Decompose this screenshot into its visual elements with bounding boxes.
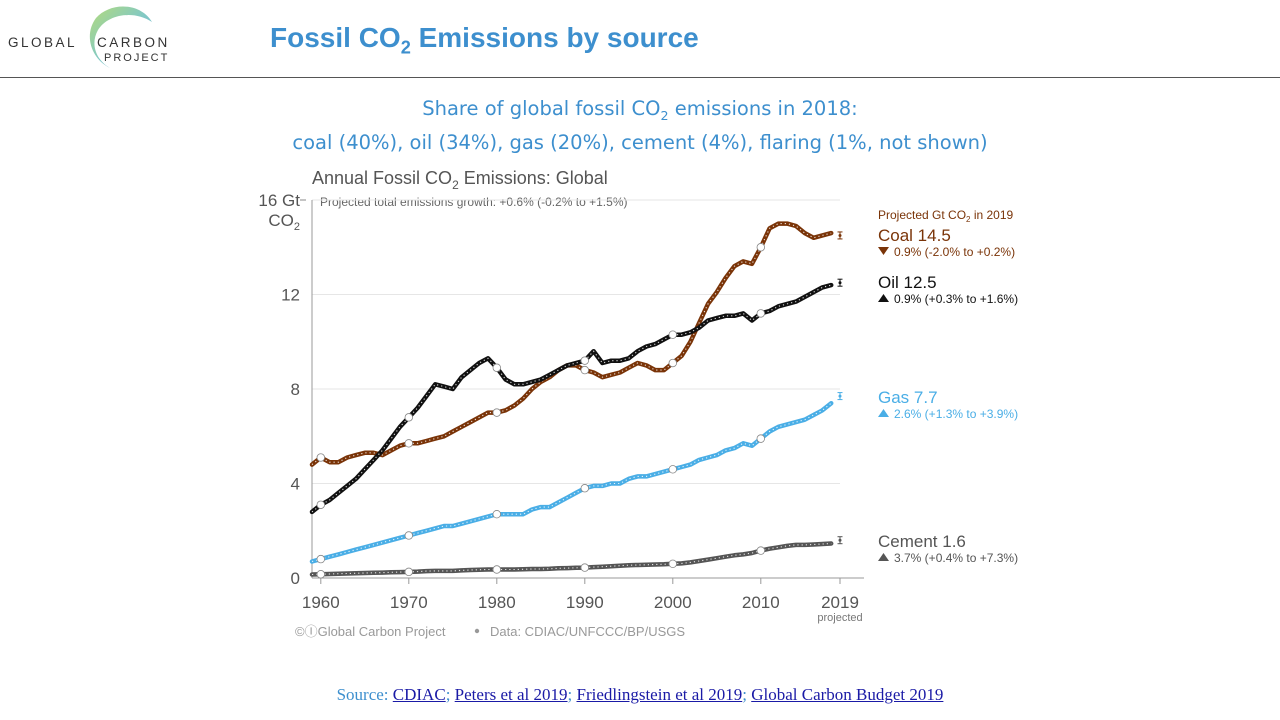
gas-legend-change: 2.6% (+1.3% to +3.9%) bbox=[894, 407, 1018, 421]
y-tick-label: 8 bbox=[291, 380, 300, 399]
coal-data-point bbox=[404, 439, 413, 448]
oil-data-point bbox=[580, 356, 589, 365]
logo-carbon-text: CARBON bbox=[97, 35, 170, 50]
slide-title: Fossil CO2 Emissions by source bbox=[270, 22, 699, 58]
cement-data-point bbox=[756, 546, 765, 555]
chart-legend: Projected Gt CO2 in 2019 Coal 14.50.9% (-… bbox=[878, 208, 1018, 565]
subtitle-line-2: coal (40%), oil (34%), gas (20%), cement… bbox=[292, 130, 988, 154]
logo-project-text: PROJECT bbox=[104, 52, 169, 64]
oil-projection-point bbox=[838, 281, 842, 285]
coal-data-point bbox=[668, 358, 677, 368]
coal-data-point bbox=[580, 365, 589, 375]
y-tick-label: 12 bbox=[281, 286, 300, 305]
chart-axes: 0 4 8 12 1960 1970 1980 1990 2000 2010 2019project… bbox=[281, 199, 864, 624]
oil-series-line bbox=[309, 282, 834, 515]
cement-series-line bbox=[309, 541, 834, 577]
oil-data-point bbox=[404, 413, 413, 422]
oil-data-point bbox=[492, 363, 501, 372]
oil-legend-name: Oil 12.5 bbox=[878, 273, 937, 292]
oil-data-point bbox=[756, 309, 765, 318]
y-tick-label: 4 bbox=[291, 475, 300, 494]
gas-series-line bbox=[309, 400, 834, 564]
y-axis-label-line-2: CO2 bbox=[268, 211, 300, 233]
source-link-gcb[interactable]: Global Carbon Budget 2019 bbox=[751, 685, 944, 704]
gas-data-point bbox=[756, 434, 765, 443]
cement-data-point bbox=[668, 559, 677, 569]
gas-data-point bbox=[316, 554, 325, 564]
gas-legend-name: Gas 7.7 bbox=[878, 388, 938, 407]
coal-data-point bbox=[492, 408, 501, 417]
x-tick-label: 2019 bbox=[821, 593, 859, 612]
gas-data-point bbox=[492, 510, 501, 519]
chart-annotation: Projected total emissions growth: +0.6% … bbox=[320, 195, 627, 209]
source-link-cdiac[interactable]: CDIAC bbox=[392, 685, 446, 704]
cement-data-point bbox=[492, 565, 501, 574]
x-tick-label: 1990 bbox=[566, 593, 604, 612]
source-link-peters[interactable]: Peters et al 2019 bbox=[454, 685, 568, 704]
slide-subtitle: Share of global fossil CO2 emissions in … bbox=[240, 95, 1040, 156]
chart-series bbox=[309, 221, 843, 579]
coal-legend-name: Coal 14.5 bbox=[878, 226, 951, 245]
coal-data-point bbox=[316, 453, 325, 462]
chart-gridlines bbox=[312, 199, 840, 579]
emissions-chart: Annual Fossil CO2 Emissions: Global Proj… bbox=[258, 168, 1018, 639]
x-tick-label: 2000 bbox=[654, 593, 692, 612]
oil-data-point bbox=[316, 500, 325, 509]
gas-series-dots bbox=[311, 402, 832, 563]
y-axis-label-line-1: 16 Gt bbox=[258, 191, 300, 210]
source-link-friedlingstein[interactable]: Friedlingstein et al 2019 bbox=[576, 685, 743, 704]
triangle-up-icon bbox=[878, 294, 889, 302]
cement-legend-change: 3.7% (+0.4% to +7.3%) bbox=[894, 551, 1018, 565]
credit-text: ©ⒾGlobal Carbon Project bbox=[295, 624, 446, 639]
triangle-up-icon bbox=[878, 553, 889, 561]
slide-header: GLOBAL CARBON PROJECT Fossil CO2 Emissio… bbox=[0, 0, 1280, 78]
oil-legend-change: 0.9% (+0.3% to +1.6%) bbox=[894, 292, 1018, 306]
cement-data-point bbox=[316, 570, 325, 579]
global-carbon-project-logo: GLOBAL CARBON PROJECT bbox=[8, 6, 170, 69]
oil-data-point bbox=[668, 330, 677, 339]
y-tick-label: 0 bbox=[291, 569, 300, 588]
gas-data-point bbox=[580, 484, 589, 493]
cement-series-dots bbox=[311, 542, 832, 576]
header-divider bbox=[0, 77, 1280, 78]
cement-data-point bbox=[404, 567, 413, 577]
coal-projection-point bbox=[838, 233, 842, 237]
cement-projection-point bbox=[838, 538, 842, 542]
credit-separator-dot bbox=[474, 628, 480, 634]
source-footer: Source: CDIAC; Peters et al 2019; Friedl… bbox=[336, 685, 944, 704]
x-tick-label: 1960 bbox=[302, 593, 340, 612]
cement-legend-name: Cement 1.6 bbox=[878, 532, 966, 551]
coal-series-line bbox=[309, 221, 834, 467]
cement-data-point bbox=[580, 563, 589, 572]
logo-global-text: GLOBAL bbox=[8, 35, 77, 50]
gas-data-point bbox=[668, 465, 677, 474]
legend-header: Projected Gt CO2 in 2019 bbox=[878, 208, 1014, 224]
x-tick-label: 2010 bbox=[742, 593, 780, 612]
subtitle-line-1: Share of global fossil CO2 emissions in … bbox=[422, 97, 858, 123]
logo-arc-icon bbox=[89, 6, 152, 69]
oil-series-dots bbox=[311, 284, 832, 513]
triangle-down-icon bbox=[878, 247, 889, 255]
x-tick-label: 1980 bbox=[478, 593, 516, 612]
chart-title: Annual Fossil CO2 Emissions: Global bbox=[312, 168, 608, 192]
x-tick-label: 1970 bbox=[390, 593, 428, 612]
gas-data-point bbox=[404, 531, 413, 540]
gas-projection-point bbox=[838, 394, 842, 398]
triangle-up-icon bbox=[878, 409, 889, 417]
source-prefix: Source: bbox=[336, 685, 393, 704]
x-projected-label: projected bbox=[817, 612, 862, 624]
data-source-text: Data: CDIAC/UNFCCC/BP/USGS bbox=[490, 624, 685, 639]
coal-legend-change: 0.9% (-2.0% to +0.2%) bbox=[894, 245, 1015, 259]
coal-data-point bbox=[756, 243, 765, 252]
